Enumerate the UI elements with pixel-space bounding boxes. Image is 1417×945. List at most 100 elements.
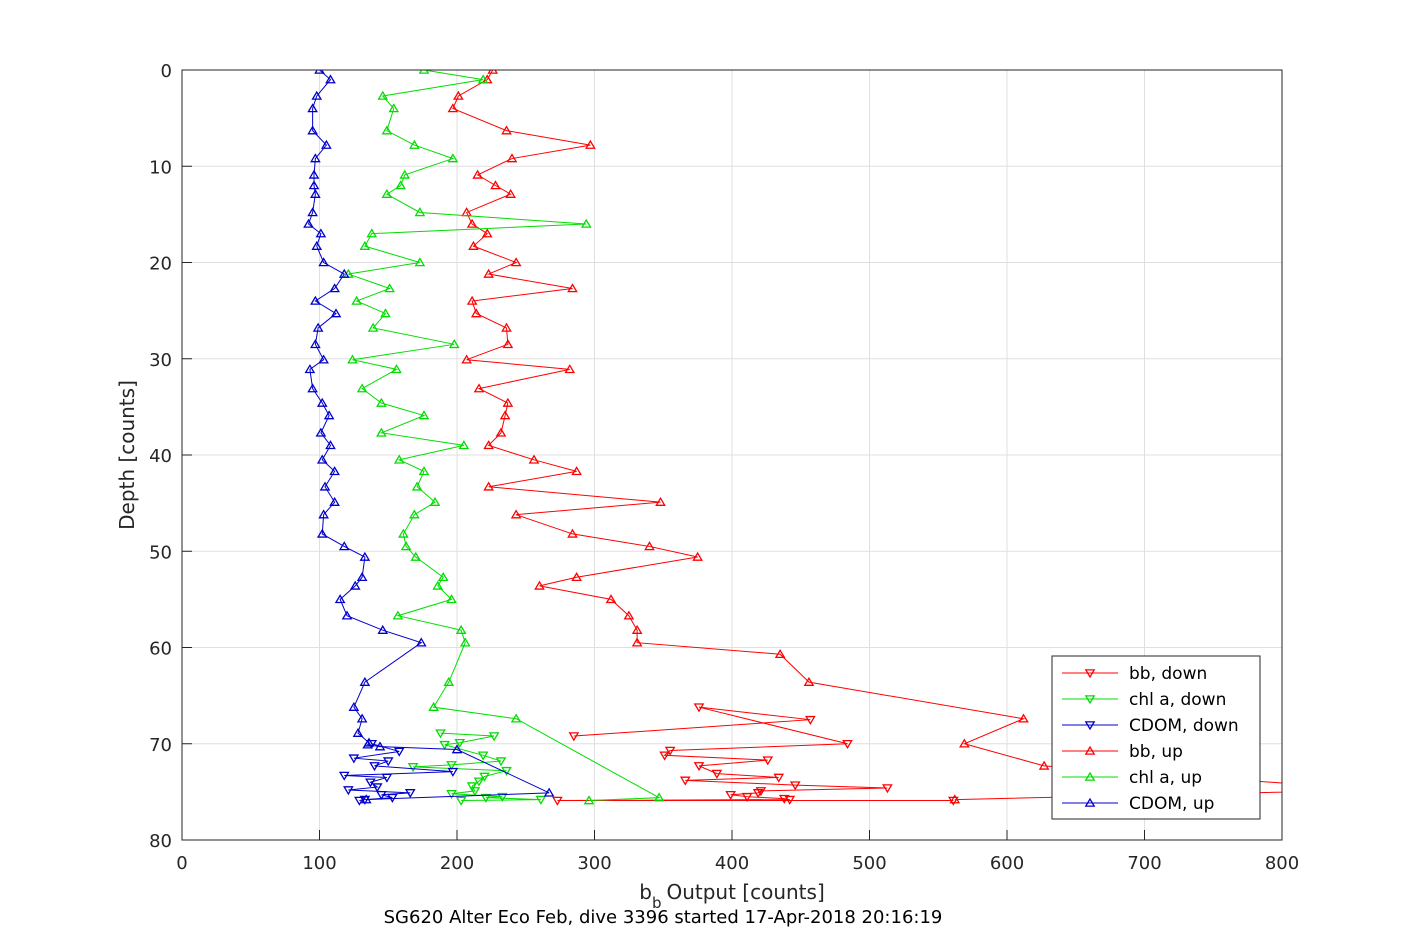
data-point	[443, 676, 455, 686]
data-point	[664, 746, 676, 756]
data-point	[479, 772, 490, 782]
data-point	[752, 789, 764, 799]
x-axis-ticks: 0 100 200 300 400 500 600 700 800	[176, 830, 1299, 874]
data-point	[410, 551, 422, 561]
data-point	[655, 496, 666, 506]
data-point	[567, 528, 578, 538]
data-point	[469, 787, 481, 797]
x-tick-label: 800	[1265, 853, 1299, 874]
data-point	[711, 769, 723, 779]
legend-marker	[1084, 771, 1096, 781]
data-point	[466, 218, 478, 228]
data-point	[534, 580, 545, 590]
data-point	[354, 796, 365, 806]
data-point	[631, 624, 643, 634]
data-point	[1018, 713, 1029, 723]
data-point	[366, 228, 378, 238]
data-point	[453, 90, 464, 100]
data-point	[784, 795, 796, 805]
data-point	[411, 481, 423, 491]
data-point	[308, 180, 320, 190]
data-point	[477, 751, 489, 761]
data-point	[580, 218, 592, 228]
data-point	[510, 257, 522, 267]
legend-entry: bb, down	[1062, 664, 1207, 684]
data-point	[400, 541, 412, 551]
data-point	[351, 295, 362, 305]
data-point	[448, 339, 460, 349]
data-point	[307, 103, 318, 113]
data-point	[679, 776, 691, 786]
data-point	[528, 454, 540, 464]
data-point	[499, 410, 511, 420]
data-point	[461, 354, 472, 364]
data-point	[374, 741, 386, 751]
data-point	[376, 397, 387, 407]
data-point	[585, 139, 596, 149]
data-point	[334, 594, 346, 604]
data-point	[365, 778, 376, 788]
data-point	[391, 364, 402, 374]
series-bb-down	[552, 703, 959, 806]
data-point	[466, 782, 478, 792]
data-point	[381, 188, 393, 198]
data-point	[435, 729, 446, 739]
legend-label: bb, down	[1129, 664, 1207, 684]
x-tick-label: 200	[440, 853, 474, 874]
data-point	[755, 787, 767, 797]
data-point	[495, 757, 507, 767]
data-point	[304, 364, 316, 374]
data-point	[428, 701, 439, 711]
x-tick-label: 100	[302, 853, 336, 874]
data-point	[367, 322, 379, 332]
data-point	[388, 103, 400, 113]
data-point	[381, 773, 393, 783]
data-point	[473, 777, 485, 787]
data-point	[329, 283, 340, 293]
data-point	[472, 169, 483, 179]
data-point	[842, 739, 853, 750]
data-point	[323, 410, 335, 420]
data-point	[446, 761, 457, 771]
data-point	[692, 551, 703, 561]
legend-marker	[1084, 745, 1096, 755]
data-point	[414, 207, 426, 217]
y-tick-label: 70	[149, 735, 172, 756]
data-point	[437, 571, 449, 582]
data-point	[348, 701, 360, 711]
data-point	[455, 796, 467, 806]
data-point	[311, 90, 323, 100]
data-point	[455, 624, 467, 634]
legend: bb, down chl a, down CDOM, down bb, up chl a…	[1051, 655, 1261, 820]
x-axis-label: bb Output [counts]	[639, 880, 825, 912]
legend-label: chl a, up	[1129, 768, 1202, 788]
data-point	[310, 188, 321, 198]
x-axis-label-text: Output [counts]	[666, 880, 824, 904]
x-axis-label-symbol: b	[639, 880, 652, 904]
data-point	[605, 594, 617, 604]
data-point	[381, 125, 393, 135]
data-point	[316, 454, 328, 464]
data-point	[325, 74, 336, 84]
data-point	[1374, 786, 1382, 793]
series-line	[348, 70, 661, 802]
data-point	[459, 637, 471, 647]
data-point	[564, 364, 576, 374]
data-point	[501, 322, 512, 332]
y-tick-label: 60	[149, 639, 172, 660]
data-point	[341, 610, 353, 620]
data-point	[773, 773, 785, 783]
data-point	[303, 218, 314, 228]
series-line	[452, 70, 1282, 801]
data-point	[314, 70, 325, 74]
data-point	[741, 792, 753, 802]
x-tick-label: 500	[852, 853, 886, 874]
data-point	[414, 257, 426, 267]
data-point	[762, 756, 774, 766]
data-point	[329, 466, 340, 476]
data-point	[502, 339, 514, 349]
data-point	[311, 240, 323, 250]
y-tick-label: 10	[149, 157, 172, 178]
